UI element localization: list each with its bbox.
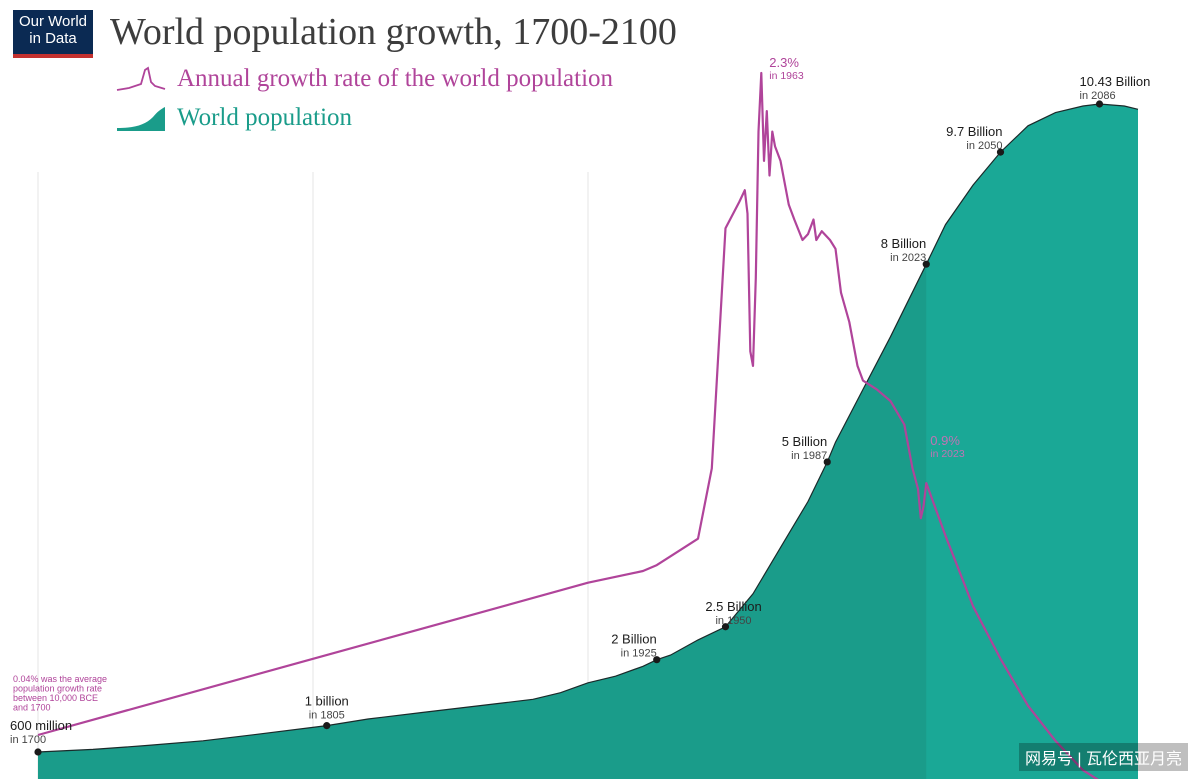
- annotation-label-8: 2.3%: [769, 55, 799, 70]
- annotation-dot-3: [721, 623, 730, 631]
- peak-line-icon: [116, 66, 166, 91]
- annotation-sub-3: in 1950: [715, 615, 751, 627]
- annotation-dot-1: [323, 722, 331, 730]
- annotation-sub-4: in 1987: [791, 450, 827, 462]
- annotation-sub-8: in 1963: [769, 70, 804, 82]
- annotation-dot-4: [823, 458, 831, 466]
- annotation-label-2: 2 Billion: [611, 632, 657, 647]
- population-area: [38, 104, 1138, 779]
- area-ramp-icon: [117, 107, 165, 131]
- note-line-3: and 1700: [13, 703, 51, 713]
- chart-title: World population growth, 1700-2100: [110, 11, 677, 53]
- annotation-dot-5: [922, 260, 930, 268]
- annotation-label-0: 600 million: [10, 718, 72, 733]
- note-line-2: between 10,000 BCE: [13, 693, 98, 703]
- population-line: [37, 103, 1139, 753]
- logo-line-2: in Data: [29, 30, 77, 47]
- note-line-0: 0.04% was the average: [13, 674, 107, 684]
- annotation-label-9: 0.9%: [930, 433, 960, 448]
- watermark: 网易号 | 瓦伦西亚月亮: [1018, 743, 1188, 771]
- annotation-label-6: 9.7 Billion: [946, 124, 1002, 139]
- annotation-label-4: 5 Billion: [782, 434, 828, 449]
- annotation-label-5: 8 Billion: [881, 236, 927, 251]
- annotation-sub-5: in 2023: [890, 252, 926, 264]
- annotation-sub-9: in 2023: [930, 448, 965, 460]
- annotation-dot-7: [1095, 100, 1104, 108]
- annotation-label-1: 1 billion: [305, 694, 349, 709]
- annotation-sub-0: in 1700: [10, 734, 46, 746]
- annotation-sub-6: in 2050: [966, 140, 1002, 152]
- annotation-sub-7: in 2086: [1080, 90, 1116, 102]
- growth-rate-line: [37, 71, 1099, 779]
- annotation-sub-1: in 1805: [309, 710, 345, 722]
- annotation-dot-6: [996, 148, 1005, 156]
- annotation-sub-2: in 1925: [621, 648, 657, 660]
- annotation-dot-2: [653, 656, 661, 664]
- legend-world-population-label: World population: [177, 104, 353, 131]
- legend-growth-rate: Annual growth rate of the world populati…: [115, 63, 613, 95]
- population-projection-area: [926, 104, 1138, 779]
- legend-world-population: World population: [115, 102, 352, 134]
- legend-growth-rate-label: Annual growth rate of the world populati…: [177, 65, 614, 92]
- annotation-label-3: 2.5 Billion: [705, 599, 761, 614]
- owid-logo[interactable]: Our World in Data: [13, 10, 93, 58]
- note-line-1: population growth rate: [13, 684, 102, 694]
- annotation-label-7: 10.43 Billion: [1080, 74, 1151, 89]
- logo-line-1: Our World: [18, 13, 88, 30]
- annotation-dot-0: [34, 748, 42, 756]
